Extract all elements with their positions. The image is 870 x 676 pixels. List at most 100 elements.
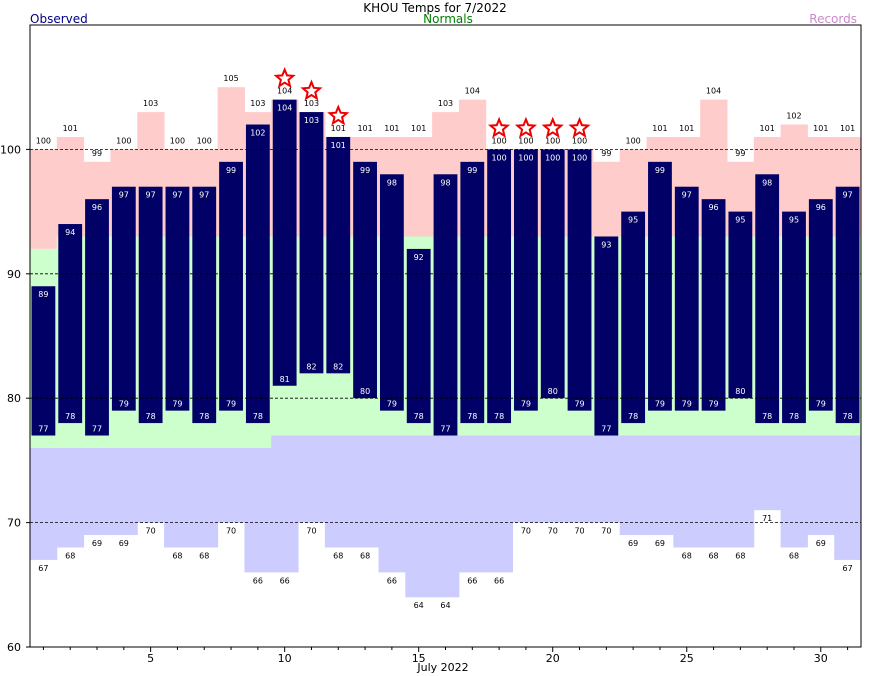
- y-tick-label: 60: [7, 641, 21, 654]
- observed-bar: [85, 199, 109, 436]
- x-tick-label: 5: [147, 652, 154, 665]
- record-high-label: 105: [223, 74, 238, 83]
- record-high-label: 103: [143, 99, 158, 108]
- observed-low-label: 79: [655, 400, 665, 409]
- record-low-label: 69: [92, 539, 102, 548]
- observed-bar: [460, 161, 485, 424]
- record-low-band: [405, 435, 433, 598]
- observed-low-label: 80: [548, 387, 558, 396]
- record-low-band: [834, 435, 862, 560]
- observed-low-label: 78: [65, 412, 75, 421]
- record-low-band: [539, 435, 567, 523]
- observed-bar: [648, 161, 672, 411]
- record-star-icon: [514, 116, 537, 138]
- record-low-label: 68: [682, 551, 692, 560]
- record-low-band: [673, 435, 701, 548]
- observed-bar: [567, 149, 592, 411]
- record-high-label: 101: [357, 124, 372, 133]
- observed-low-label: 78: [199, 412, 209, 421]
- record-low-label: 67: [38, 564, 48, 573]
- record-low-label: 70: [548, 527, 558, 536]
- chart-title: KHOU Temps for 7/2022: [363, 1, 507, 15]
- record-high-label: 101: [760, 124, 775, 133]
- record-low-label: 66: [467, 576, 477, 585]
- record-high-label: 100: [170, 136, 185, 145]
- observed-high-label: 103: [304, 116, 319, 125]
- observed-bar: [219, 161, 243, 411]
- observed-bar: [621, 211, 646, 424]
- x-tick-label: 20: [546, 652, 560, 665]
- observed-bar: [514, 149, 538, 411]
- record-high-band: [30, 149, 58, 249]
- record-low-label: 66: [494, 576, 504, 585]
- observed-high-label: 95: [628, 216, 638, 225]
- record-high-band: [56, 136, 85, 237]
- record-low-label: 69: [628, 539, 638, 548]
- observed-low-label: 78: [789, 412, 799, 421]
- observed-bar: [272, 99, 297, 386]
- observed-low-label: 79: [574, 400, 584, 409]
- record-high-label: 101: [384, 124, 399, 133]
- observed-high-label: 99: [360, 166, 370, 175]
- observed-high-label: 92: [414, 253, 424, 262]
- record-star-icon: [541, 116, 564, 138]
- record-low-label: 67: [843, 564, 853, 573]
- observed-high-label: 97: [843, 191, 853, 200]
- observed-high-label: 97: [682, 191, 692, 200]
- observed-bar: [31, 286, 56, 436]
- observed-low-label: 78: [843, 412, 853, 421]
- observed-bar: [433, 174, 458, 436]
- plot-area: 60 70 80 90 100 5 10 15 20 25 30 100 67 89 77 101 68 94 78…: [0, 24, 862, 665]
- record-high-label: 101: [411, 124, 426, 133]
- record-high-label: 104: [277, 87, 292, 96]
- record-low-band: [351, 435, 379, 548]
- record-low-band: [271, 435, 299, 573]
- record-high-band: [592, 161, 621, 237]
- record-low-band: [726, 435, 755, 548]
- observed-low-label: 79: [521, 400, 531, 409]
- observed-low-label: 78: [146, 412, 156, 421]
- record-high-label: 100: [626, 136, 641, 145]
- observed-bar: [111, 186, 136, 411]
- record-low-band: [807, 435, 835, 536]
- observed-high-label: 102: [250, 129, 265, 138]
- observed-low-label: 77: [440, 425, 450, 434]
- record-low-band: [485, 435, 514, 573]
- record-low-label: 68: [789, 551, 799, 560]
- record-low-label: 70: [521, 527, 531, 536]
- record-high-label: 101: [652, 124, 667, 133]
- observed-high-label: 94: [65, 228, 75, 237]
- record-low-label: 66: [253, 576, 263, 585]
- observed-low-label: 78: [762, 412, 772, 421]
- observed-high-label: 97: [146, 191, 156, 200]
- record-low-label: 68: [360, 551, 370, 560]
- record-high-label: 101: [63, 124, 78, 133]
- observed-high-label: 97: [199, 191, 209, 200]
- record-low-label: 69: [816, 539, 826, 548]
- record-high-label: 99: [601, 149, 611, 158]
- legend-records: Records: [809, 12, 857, 26]
- legend-observed: Observed: [30, 12, 88, 26]
- record-high-label: 101: [679, 124, 694, 133]
- observed-high-label: 97: [119, 191, 129, 200]
- observed-low-label: 79: [816, 400, 826, 409]
- record-star-icon: [568, 116, 591, 138]
- observed-high-label: 101: [331, 141, 346, 150]
- record-low-band: [137, 447, 165, 523]
- record-low-band: [164, 447, 192, 548]
- record-low-band: [110, 447, 138, 536]
- record-high-label: 99: [92, 149, 102, 158]
- x-axis-label: July 2022: [416, 661, 468, 674]
- x-tick-label: 15: [412, 652, 426, 665]
- record-low-label: 66: [280, 576, 290, 585]
- record-high-label: 103: [438, 99, 453, 108]
- x-tick-label: 25: [680, 652, 694, 665]
- record-high-label: 100: [491, 136, 506, 145]
- record-low-band: [190, 447, 219, 548]
- observed-high-label: 99: [655, 166, 665, 175]
- record-low-label: 68: [735, 551, 745, 560]
- observed-bar: [701, 199, 726, 411]
- y-tick-label: 100: [0, 143, 21, 156]
- observed-high-label: 100: [545, 153, 560, 162]
